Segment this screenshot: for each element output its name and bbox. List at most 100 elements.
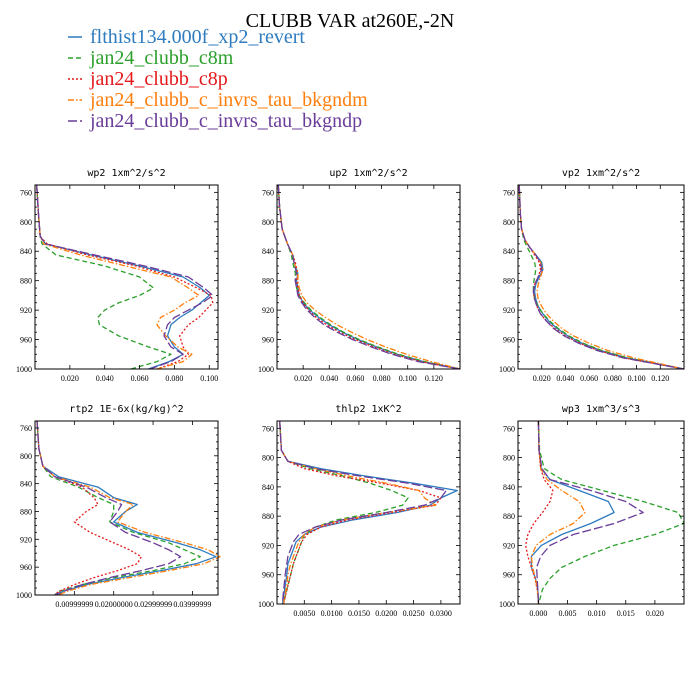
y-tick-label: 960 <box>503 571 515 580</box>
panel-title: vp2 1xm^2/s^2 <box>562 168 640 179</box>
x-tick-label: 0.020 <box>646 609 664 618</box>
y-tick-label: 840 <box>20 247 32 256</box>
series-line <box>518 184 685 370</box>
y-tick-label: 800 <box>262 454 274 463</box>
y-tick-label: 1000 <box>16 591 32 600</box>
y-tick-label: 840 <box>262 483 274 492</box>
x-tick-label: 0.0050 <box>293 609 315 618</box>
x-tick-label: 0.03999999 <box>173 600 211 609</box>
series-line <box>279 420 447 605</box>
plot-frame <box>34 184 219 370</box>
y-tick-label: 880 <box>503 512 515 521</box>
series-line <box>518 184 685 370</box>
panel-title: rtp2 1E-6x(kg/kg)^2 <box>69 404 183 415</box>
x-tick-label: 0.02000000 <box>95 600 133 609</box>
x-tick-label: 0.060 <box>580 374 598 383</box>
series-line <box>36 184 214 370</box>
series-line <box>279 420 437 605</box>
series-line <box>518 184 685 370</box>
x-tick-label: 0.000 <box>529 609 547 618</box>
plot-frame <box>34 420 219 596</box>
y-tick-label: 880 <box>503 277 515 286</box>
x-tick-label: 0.060 <box>131 374 149 383</box>
panel-title: thlp2 1xK^2 <box>335 404 401 415</box>
series-line <box>36 420 221 596</box>
x-tick-label: 0.040 <box>320 374 338 383</box>
panel-title: up2 1xm^2/s^2 <box>329 168 407 179</box>
plot-frame <box>276 420 461 605</box>
y-tick-label: 960 <box>262 336 274 345</box>
y-tick-label: 800 <box>262 218 274 227</box>
panel-title: wp3 1xm^3/s^3 <box>562 404 640 415</box>
series-line <box>36 420 142 596</box>
y-tick-label: 920 <box>262 306 274 315</box>
y-tick-label: 880 <box>262 512 274 521</box>
y-tick-label: 800 <box>20 452 32 461</box>
y-tick-label: 920 <box>503 306 515 315</box>
legend-entry: jan24_clubb_c8m <box>89 47 234 69</box>
y-tick-label: 960 <box>20 336 32 345</box>
y-tick-label: 760 <box>20 424 32 433</box>
series-line <box>535 420 644 604</box>
y-tick-label: 920 <box>503 541 515 550</box>
x-tick-label: 0.080 <box>373 374 391 383</box>
y-tick-label: 840 <box>262 247 274 256</box>
x-tick-label: 0.005 <box>559 609 577 618</box>
y-tick-label: 800 <box>503 454 515 463</box>
x-tick-label: 0.040 <box>556 374 574 383</box>
y-tick-label: 760 <box>262 188 274 197</box>
y-tick-label: 840 <box>503 247 515 256</box>
x-tick-label: 0.020 <box>61 374 79 383</box>
series-line <box>277 184 461 370</box>
y-tick-label: 760 <box>503 188 515 197</box>
series-line <box>277 184 461 370</box>
series-line <box>524 420 554 604</box>
x-tick-label: 0.080 <box>604 374 622 383</box>
y-tick-label: 760 <box>503 424 515 433</box>
y-tick-label: 880 <box>20 277 32 286</box>
y-tick-label: 1000 <box>499 365 515 374</box>
x-tick-label: 0.010 <box>588 609 606 618</box>
series-line <box>537 420 685 605</box>
series-line <box>279 420 442 605</box>
series-line <box>36 420 217 596</box>
x-tick-label: 0.100 <box>200 374 218 383</box>
x-tick-label: 0.080 <box>165 374 183 383</box>
series-line <box>36 184 210 370</box>
x-tick-label: 0.120 <box>425 374 443 383</box>
panel-5: thlp2 1xK^2 760 800 840 880 920 960 1000 0.0050 0… <box>258 404 461 618</box>
y-tick-label: 760 <box>262 424 274 433</box>
y-tick-label: 920 <box>20 306 32 315</box>
y-tick-label: 840 <box>503 483 515 492</box>
x-tick-label: 0.015 <box>617 609 635 618</box>
y-tick-label: 920 <box>20 535 32 544</box>
y-tick-label: 920 <box>262 541 274 550</box>
y-tick-label: 800 <box>20 218 32 227</box>
legend-entry: flthist134.000f_xp2_revert <box>90 26 305 48</box>
panel-1: wp2 1xm^2/s^2 760 800 840 880 920 960 1000 0.020… <box>16 168 219 383</box>
y-tick-label: 1000 <box>258 365 274 374</box>
y-tick-label: 1000 <box>16 365 32 374</box>
series-line <box>277 184 461 370</box>
x-tick-label: 0.0200 <box>375 609 397 618</box>
plot-frame <box>517 184 685 370</box>
x-tick-label: 0.120 <box>651 374 669 383</box>
series-line <box>36 184 200 370</box>
series-line <box>36 184 214 370</box>
series-line <box>277 184 461 370</box>
panels: wp2 1xm^2/s^2 760 800 840 880 920 960 1000 0.020… <box>16 168 685 618</box>
series-line <box>279 420 409 605</box>
x-tick-label: 0.100 <box>628 374 646 383</box>
panel-2: up2 1xm^2/s^2 760 800 840 880 920 960 1000 0.020… <box>258 168 461 383</box>
y-tick-label: 840 <box>20 480 32 489</box>
y-tick-label: 800 <box>503 218 515 227</box>
series-line <box>36 184 172 370</box>
x-tick-label: 0.0150 <box>348 609 370 618</box>
x-tick-label: 0.020 <box>533 374 551 383</box>
x-tick-label: 0.0300 <box>430 609 452 618</box>
series-line <box>36 420 182 596</box>
x-tick-label: 0.02999999 <box>134 600 172 609</box>
legend: flthist134.000f_xp2_revertjan24_clubb_c8… <box>68 26 368 132</box>
panel-title: wp2 1xm^2/s^2 <box>87 168 165 179</box>
